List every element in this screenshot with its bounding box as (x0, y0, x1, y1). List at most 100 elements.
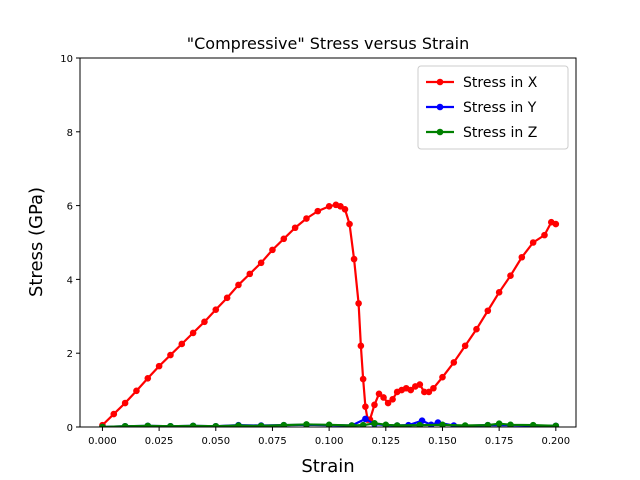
data-point (357, 342, 365, 350)
x-tick-label: 0.175 (485, 436, 514, 447)
data-point (552, 220, 560, 228)
data-point (121, 422, 129, 427)
legend-swatch-marker (436, 128, 444, 136)
data-point (155, 362, 163, 370)
legend-item: Stress in X (426, 75, 538, 91)
data-point (507, 421, 514, 427)
legend-label: Stress in Z (463, 125, 537, 141)
data-point (235, 281, 242, 289)
data-point (380, 394, 387, 401)
data-point (303, 215, 310, 222)
series-stress-in-z (99, 420, 560, 427)
data-point (450, 359, 458, 366)
data-point (389, 396, 396, 403)
x-axis-label: Strain (301, 456, 354, 477)
data-point (167, 351, 174, 359)
data-point (121, 399, 129, 407)
data-point (407, 386, 415, 394)
y-axis-label: Stress (GPa) (26, 187, 47, 297)
data-point (416, 421, 424, 427)
data-point (421, 388, 428, 396)
series-line (101, 203, 557, 426)
data-point (189, 422, 197, 427)
data-point (346, 220, 353, 228)
data-point (439, 421, 446, 427)
x-tick-label: 0.050 (201, 436, 230, 447)
legend-swatch-marker (436, 78, 444, 86)
data-point (359, 421, 367, 427)
x-tick-label: 0.075 (258, 436, 287, 447)
data-point (359, 375, 367, 383)
x-tick-label: 0.025 (145, 436, 174, 447)
data-point (416, 381, 424, 388)
legend-swatch-marker (436, 103, 444, 111)
plot-area (99, 201, 560, 427)
data-point (235, 422, 242, 427)
data-point (461, 342, 469, 350)
legend-label: Stress in Y (463, 100, 537, 116)
data-point (167, 422, 174, 427)
data-point (541, 231, 548, 239)
y-tick-label: 0 (67, 423, 73, 434)
data-point (110, 410, 118, 418)
data-point (291, 224, 299, 232)
series-stress-in-x (99, 201, 560, 427)
data-point (439, 373, 446, 381)
legend-label: Stress in X (463, 75, 538, 91)
data-point (473, 325, 480, 333)
data-point (257, 259, 265, 267)
data-point (484, 307, 492, 315)
data-point (246, 270, 254, 278)
y-tick-label: 6 (67, 202, 73, 213)
data-point (280, 421, 288, 427)
data-point (325, 421, 333, 427)
data-point (223, 294, 231, 302)
x-tick-label: 0.000 (88, 436, 117, 447)
data-point (133, 387, 140, 395)
x-tick-label: 0.100 (315, 436, 344, 447)
data-point (495, 289, 503, 296)
data-point (362, 403, 369, 411)
data-point (269, 246, 276, 254)
data-point (314, 207, 322, 215)
data-point (495, 420, 503, 427)
data-point (393, 422, 401, 427)
data-point (375, 390, 383, 398)
x-tick-label: 0.200 (542, 436, 571, 447)
data-point (212, 306, 220, 313)
data-point (484, 421, 492, 427)
axis-ticks: 0.000 0.025 0.050 0.075 0.100 0.125 0.150 0.175… (60, 54, 570, 447)
chart-title: "Compressive" Stress versus Strain (187, 34, 469, 53)
data-point (99, 423, 106, 427)
data-point (384, 399, 392, 407)
data-point (552, 422, 560, 427)
data-point (212, 422, 220, 427)
legend-box (417, 65, 569, 150)
data-point (425, 388, 433, 396)
data-point (461, 422, 469, 427)
legend: Stress in X Stress in Y Stress in Z (417, 65, 569, 150)
data-point (518, 253, 526, 261)
data-point (144, 374, 152, 382)
legend-item: Stress in Z (426, 125, 537, 141)
data-point (303, 421, 310, 427)
data-point (280, 235, 288, 243)
y-tick-label: 8 (67, 128, 73, 139)
y-tick-label: 4 (67, 275, 73, 286)
legend-item: Stress in Y (426, 100, 537, 116)
data-point (341, 205, 349, 213)
data-point (529, 239, 537, 246)
data-point (325, 203, 333, 210)
x-tick-label: 0.125 (371, 436, 400, 447)
data-point (529, 421, 537, 427)
data-point (189, 329, 197, 337)
data-point (348, 422, 356, 427)
data-point (507, 272, 514, 280)
data-point (201, 318, 208, 326)
data-point (362, 415, 369, 423)
axes-frame (79, 57, 577, 428)
y-tick-label: 2 (67, 349, 73, 360)
data-point (371, 420, 378, 427)
data-point (350, 255, 358, 263)
